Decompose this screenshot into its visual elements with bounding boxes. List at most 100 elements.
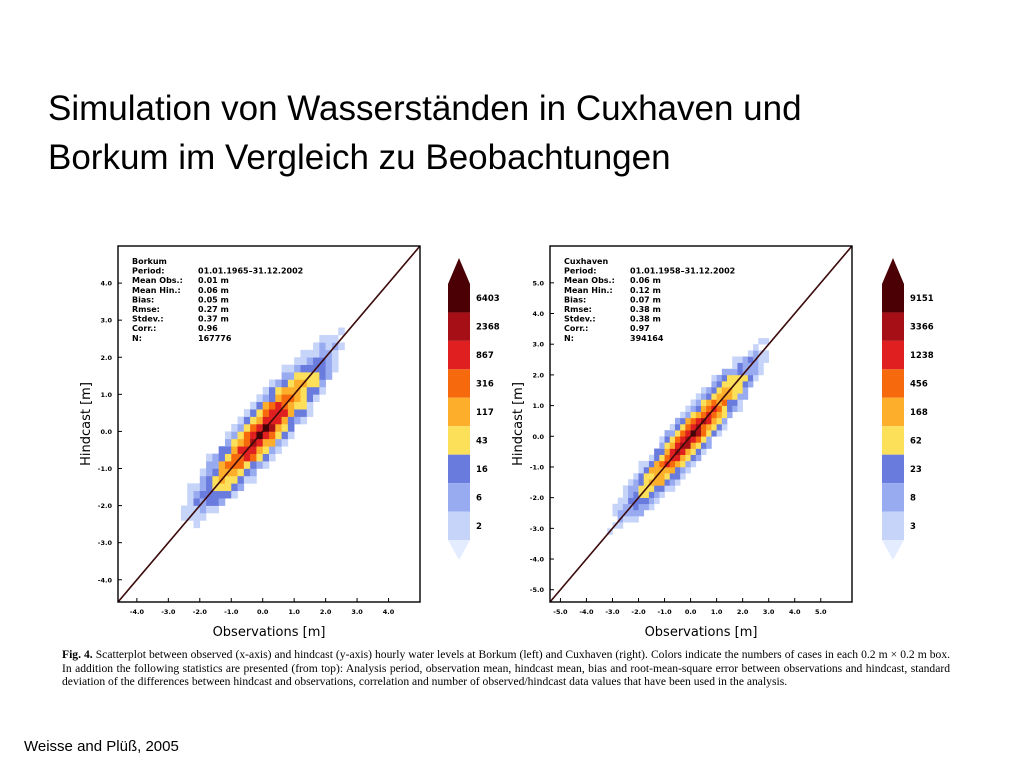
x-tick-label: 0.0 — [685, 608, 697, 616]
density-cell — [727, 399, 733, 406]
legend-swatch — [882, 426, 904, 455]
density-cell — [250, 424, 257, 432]
density-cell — [638, 473, 645, 480]
stats-value: 0.01 m — [198, 276, 229, 285]
density-cell — [695, 448, 702, 455]
density-cell — [275, 401, 282, 410]
legend-level-label: 2368 — [476, 323, 500, 333]
density-cell — [685, 454, 691, 462]
stats-label: Mean Hin.: — [564, 286, 613, 295]
density-cell — [256, 401, 264, 410]
density-cell — [747, 374, 754, 382]
density-cell — [269, 386, 276, 395]
density-cell — [212, 498, 219, 506]
density-cell — [300, 401, 308, 410]
legend-swatch — [882, 284, 904, 313]
density-cell — [231, 490, 238, 499]
cuxhaven-scatter-chart: -5.0 -4.0 -3.0 -2.0 -1.0 0.0 1.0 2.0 3.0 4.0 5.0 -5… — [511, 245, 934, 640]
stats-value: 01.01.1958–31.12.2002 — [630, 267, 735, 276]
density-cell — [763, 350, 769, 357]
y-tick-label: -1.0 — [530, 463, 545, 471]
legend-swatch — [448, 369, 470, 398]
density-cell — [695, 411, 702, 419]
density-cell — [732, 399, 738, 406]
legend-swatch — [882, 397, 904, 427]
density-cell — [716, 411, 723, 419]
x-tick-label: 4.0 — [383, 608, 395, 616]
density-cell — [727, 411, 733, 419]
color-legend: 6403 2368 867 316 117 43 16 6 2 — [448, 258, 500, 560]
density-cell — [306, 379, 314, 388]
density-cell — [706, 393, 712, 400]
legend-top-arrow — [448, 258, 470, 284]
density-cell — [193, 520, 201, 529]
density-cell — [753, 350, 759, 357]
density-cell — [638, 460, 645, 468]
density-cell — [269, 438, 276, 447]
density-cell — [319, 386, 326, 395]
density-cell — [643, 460, 650, 468]
density-cell — [732, 393, 738, 400]
density-cell — [716, 393, 723, 400]
density-cell — [638, 466, 645, 474]
density-cell — [306, 386, 314, 395]
density-cell — [716, 417, 723, 425]
density-cell — [256, 416, 264, 425]
density-cell — [306, 394, 314, 403]
density-cell — [742, 374, 749, 382]
density-cell — [701, 393, 707, 400]
x-axis-label: Observations [m] — [213, 625, 326, 640]
density-cell — [256, 438, 264, 447]
density-cell — [747, 381, 754, 388]
density-cell — [224, 475, 232, 484]
density-cell — [721, 374, 728, 382]
x-tick-label: -4.0 — [130, 608, 145, 616]
density-cell — [243, 475, 251, 484]
density-cell — [306, 357, 314, 365]
density-cell — [706, 436, 712, 443]
density-cell — [690, 436, 697, 443]
density-cell — [648, 491, 655, 498]
density-cell — [325, 357, 333, 365]
density-cell — [218, 498, 226, 506]
x-tick-label: 2.0 — [320, 608, 332, 616]
density-cell — [706, 430, 712, 437]
density-cell — [664, 485, 671, 492]
density-cell — [180, 513, 188, 521]
density-cell — [212, 453, 219, 462]
density-cell — [706, 442, 712, 449]
y-tick-label: -2.0 — [530, 494, 545, 502]
density-cell — [294, 416, 301, 425]
density-cell — [250, 468, 257, 477]
density-cell — [648, 460, 655, 468]
density-cell — [763, 338, 769, 345]
density-cell — [711, 399, 717, 406]
density-cell — [231, 446, 238, 454]
density-cell — [659, 460, 665, 468]
density-cell — [628, 497, 634, 505]
density-cell — [737, 368, 743, 376]
density-cell — [287, 416, 295, 425]
stats-label: N: — [564, 334, 574, 343]
density-cell — [742, 393, 749, 400]
density-cell — [674, 466, 681, 474]
x-tick-label: -2.0 — [631, 608, 646, 616]
legend-level-label: 117 — [476, 408, 494, 418]
density-cell — [187, 490, 194, 499]
density-cell — [633, 473, 639, 480]
density-cell — [716, 405, 723, 413]
density-cell — [747, 368, 754, 376]
density-cell — [758, 368, 764, 376]
density-cell — [664, 430, 671, 437]
density-cell — [638, 479, 645, 486]
y-axis-label: Hindcast [m] — [79, 382, 94, 466]
density-cell — [753, 344, 759, 351]
density-cell — [706, 399, 712, 406]
y-tick-label: -4.0 — [530, 556, 545, 564]
legend-level-label: 6403 — [476, 294, 500, 304]
density-cell — [319, 372, 326, 380]
density-cell — [685, 430, 691, 437]
density-cell — [218, 446, 226, 454]
density-cell — [706, 405, 712, 413]
y-tick-label: 0.0 — [100, 428, 112, 436]
